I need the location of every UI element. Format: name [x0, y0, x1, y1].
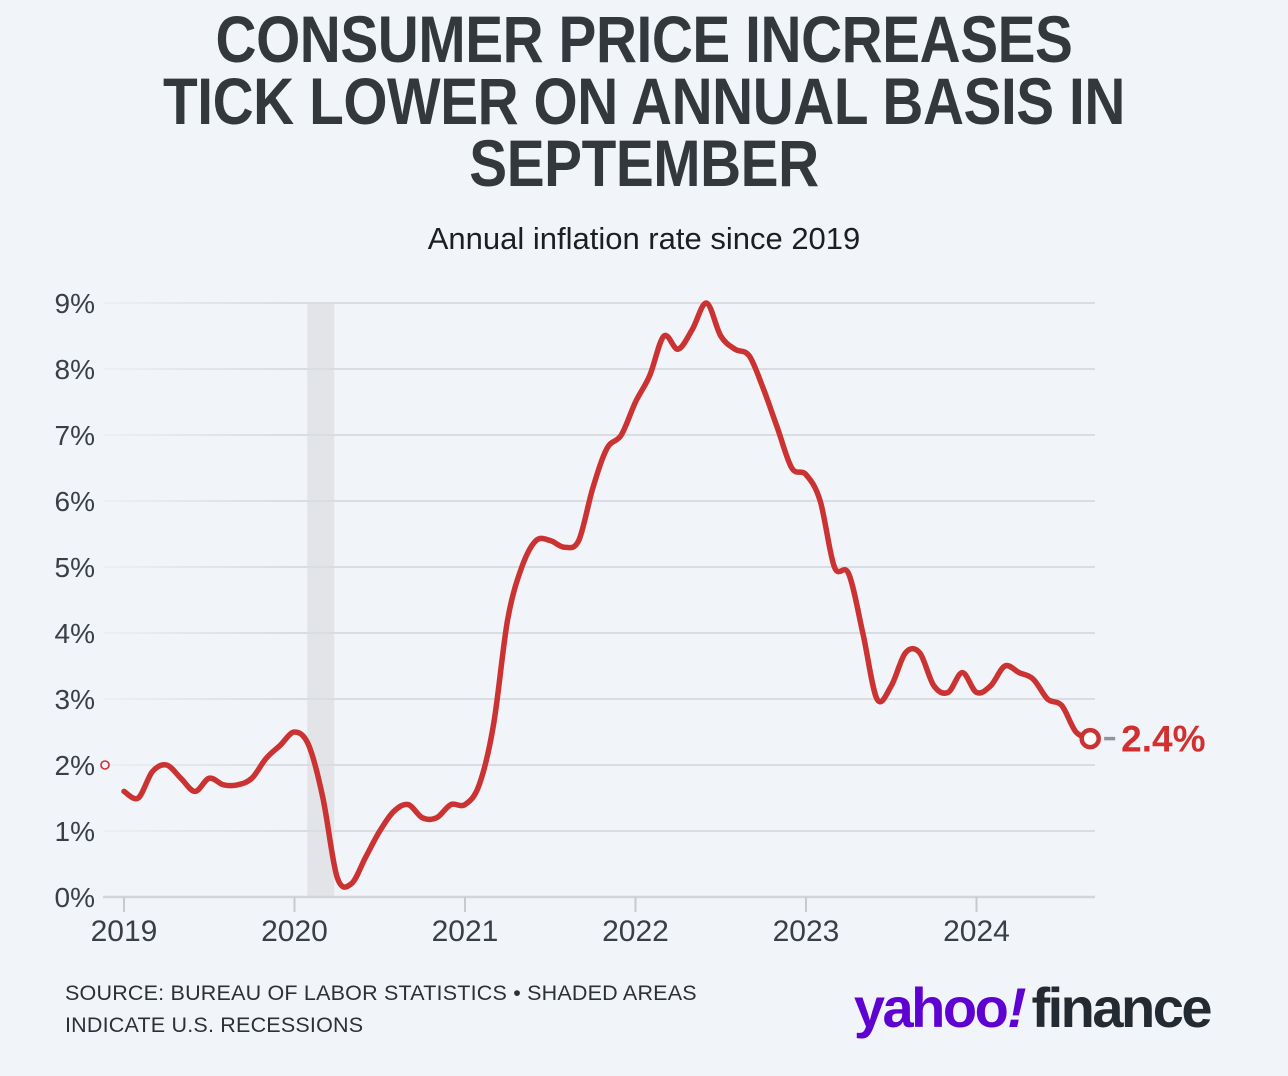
- title-line-2: TICK LOWER ON ANNUAL BASIS IN: [163, 64, 1125, 138]
- y-tick-label-6%: 6%: [55, 486, 95, 517]
- yahoo-finance-logo: yahoo!finance: [854, 976, 1213, 1039]
- inflation-line: [121, 300, 1093, 890]
- source-line-2: INDICATE U.S. RECESSIONS: [65, 1013, 364, 1037]
- logo-yahoo-text: yahoo: [853, 976, 1009, 1039]
- logo-exclamation-icon: !: [1001, 976, 1032, 1039]
- y-tick-label-4%: 4%: [55, 618, 95, 649]
- source-note: SOURCE: BUREAU OF LABOR STATISTICS • SHA…: [65, 977, 697, 1041]
- x-tick-label-2024: 2024: [943, 915, 1010, 948]
- latest-point-marker: [1079, 727, 1101, 750]
- x-tick-label-2020: 2020: [261, 915, 328, 948]
- y-tick-label-2%: 2%: [55, 750, 95, 781]
- title-line-1: CONSUMER PRICE INCREASES: [215, 2, 1073, 76]
- y-tick-label-5%: 5%: [55, 552, 95, 583]
- y-tick-label-1%: 1%: [55, 816, 95, 847]
- x-tick-label-2022: 2022: [602, 915, 669, 948]
- y-tick-label-3%: 3%: [55, 684, 95, 715]
- source-line-1: SOURCE: BUREAU OF LABOR STATISTICS • SHA…: [65, 981, 697, 1005]
- page-title: CONSUMER PRICE INCREASES TICK LOWER ON A…: [90, 2, 1198, 200]
- logo-finance-text: finance: [1031, 976, 1212, 1039]
- y-tick-label-7%: 7%: [55, 420, 95, 451]
- recession-band: [307, 303, 335, 897]
- x-tick-label-2021: 2021: [432, 915, 499, 948]
- latest-value-label: 2.4%: [1121, 719, 1205, 760]
- y-tick-label-9%: 9%: [55, 288, 95, 319]
- two-percent-marker-icon: [100, 760, 110, 770]
- x-tick-label-2019: 2019: [91, 915, 158, 948]
- y-tick-label-0%: 0%: [55, 882, 95, 913]
- y-tick-label-8%: 8%: [55, 354, 95, 385]
- chart-subtitle: Annual inflation rate since 2019: [427, 221, 861, 256]
- x-tick-label-2023: 2023: [773, 915, 840, 948]
- title-line-3: SEPTEMBER: [469, 126, 819, 200]
